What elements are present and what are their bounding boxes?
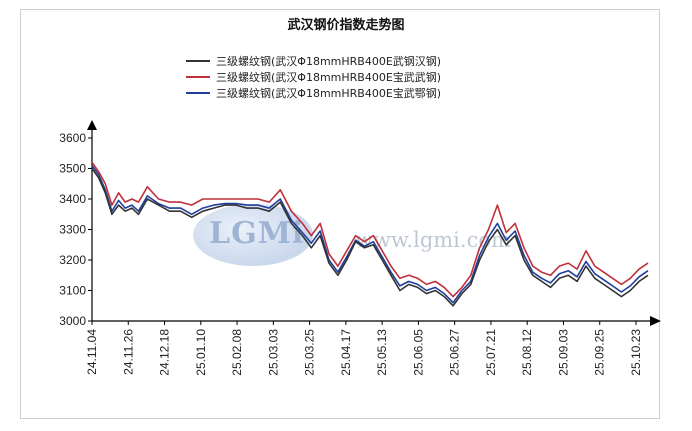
chart-title: 武汉钢价指数走势图: [287, 18, 405, 33]
x-tick-label: 25.03.25: [303, 329, 317, 376]
y-tick-label: 3200: [59, 253, 86, 267]
y-tick-label: 3600: [59, 131, 86, 145]
x-tick-label: 25.06.27: [448, 329, 462, 376]
x-tick-label: 25.07.21: [484, 329, 498, 376]
y-tick-label: 3100: [59, 284, 86, 298]
x-tick-label: 25.09.25: [593, 329, 607, 376]
y-axis-arrow: [87, 120, 97, 130]
series-line-3: [91, 165, 649, 304]
x-tick-label: 25.09.03: [556, 329, 570, 376]
legend-swatch-3: [186, 92, 210, 94]
series-line-2: [91, 161, 649, 298]
x-tick-label: 25.04.17: [339, 329, 353, 376]
x-tick-label: 24.12.18: [158, 329, 172, 376]
x-tick-label: 24.11.26: [121, 329, 135, 375]
watermark-logo-text: LGMi: [209, 216, 305, 251]
legend-entry-baowu-wugang: 三级螺纹钢(武汉Φ18mmHRB400E宝武武钢): [186, 69, 441, 85]
x-tick-label: 25.01.10: [194, 329, 208, 376]
x-tick-label: 25.03.03: [266, 329, 280, 376]
legend-label-3: 三级螺纹钢(武汉Φ18mmHRB400E宝武鄂钢): [216, 87, 442, 100]
legend-swatch-2: [186, 76, 210, 78]
watermark-logo: LGMi: [193, 204, 313, 266]
x-tick-label: 25.02.08: [230, 329, 244, 376]
legend-entry-wugang-hangang: 三级螺纹钢(武汉Φ18mmHRB400E武钢汉钢): [186, 53, 441, 69]
y-tick-label: 3400: [59, 192, 86, 206]
x-tick-label: 25.10.23: [629, 329, 643, 376]
y-tick-label: 3000: [59, 314, 86, 328]
x-tick-label: 25.06.05: [411, 329, 425, 376]
y-tick-label: 3300: [59, 223, 86, 237]
y-tick-label: 3500: [59, 162, 86, 176]
legend-entry-baowu-egang: 三级螺纹钢(武汉Φ18mmHRB400E宝武鄂钢): [186, 85, 441, 101]
x-tick-label: 25.05.13: [375, 329, 389, 376]
series-line-1: [91, 168, 649, 307]
legend-label-2: 三级螺纹钢(武汉Φ18mmHRB400E宝武武钢): [216, 71, 442, 84]
chart-legend: 三级螺纹钢(武汉Φ18mmHRB400E武钢汉钢) 三级螺纹钢(武汉Φ18mmH…: [186, 53, 441, 101]
legend-swatch-1: [186, 60, 210, 62]
x-axis-arrow: [650, 316, 661, 326]
x-tick-label: 25.08.12: [520, 329, 534, 376]
legend-label-1: 三级螺纹钢(武汉Φ18mmHRB400E武钢汉钢): [216, 55, 442, 68]
x-tick-label: 24.11.04: [85, 329, 99, 375]
chart-frame: [20, 9, 660, 419]
